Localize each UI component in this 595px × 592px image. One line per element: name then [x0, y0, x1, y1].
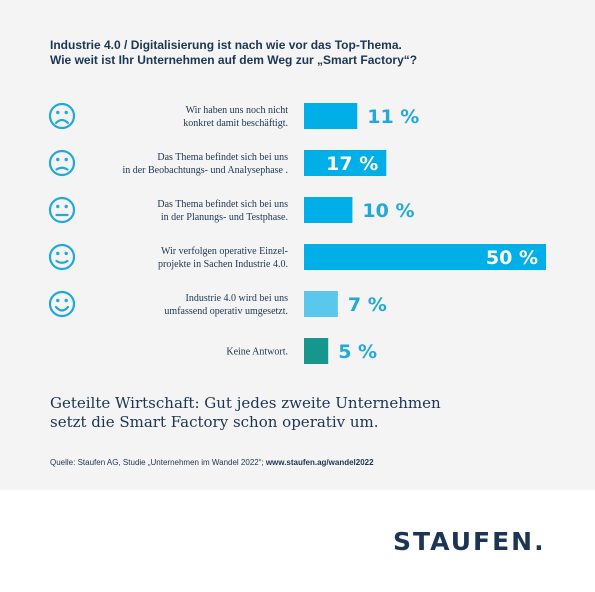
face-eye-right [64, 251, 68, 256]
face-outline [48, 149, 76, 177]
bar [304, 150, 387, 176]
category-label: Keine Antwort. [226, 347, 288, 358]
face-mouth [55, 259, 69, 264]
chart-row: Wir haben uns noch nicht konkret damit be… [48, 102, 419, 130]
face-mouth [55, 166, 69, 171]
frowning-face-icon [48, 149, 76, 177]
data-label: 7 % [348, 294, 387, 316]
happy-face-icon [48, 290, 76, 318]
category-label: Wir verfolgen operative Einzel- [161, 246, 288, 257]
summary-line-2: setzt die Smart Factory schon operativ u… [50, 413, 379, 431]
category-label: in der Planungs- und Testphase. [161, 212, 288, 223]
chart-title-line-1: Industrie 4.0 / Digitalisierung ist nach… [50, 38, 402, 52]
category-label: Wir haben uns noch nicht [186, 105, 289, 116]
data-label: 5 % [338, 341, 377, 363]
category-label: projekte in Sachen Industrie 4.0. [158, 259, 288, 270]
bar-chart: Wir haben uns noch nicht konkret damit be… [48, 102, 546, 364]
slight-smile-face-icon [48, 243, 76, 271]
category-label: umfassend operativ umgesetzt. [164, 306, 288, 317]
face-eye-left [56, 204, 60, 209]
chart-title: Industrie 4.0 / Digitalisierung ist nach… [50, 38, 417, 68]
data-label: 17 % [326, 153, 378, 175]
category-label: in der Beobachtungs- und Analysephase . [122, 165, 288, 176]
category-label: Industrie 4.0 wird bei uns [186, 293, 289, 304]
chart-row: Das Thema befindet sich bei uns in der Be… [48, 149, 387, 177]
face-eye-right [64, 204, 68, 209]
bar [304, 338, 329, 364]
chart-row: Industrie 4.0 wird bei uns umfassend oper… [48, 290, 387, 318]
chart-row: Das Thema befindet sich bei uns in der Pl… [48, 196, 414, 224]
face-eye-right [64, 157, 68, 162]
sad-face-icon [48, 102, 76, 130]
category-label: konkret damit beschäftigt. [183, 118, 288, 129]
chart-row: Keine Antwort. 5 % [226, 338, 377, 364]
source-link[interactable]: www.staufen.ag/wandel2022 [265, 458, 374, 467]
face-mouth [54, 305, 70, 312]
source-prefix: Quelle: Staufen AG, Studie „Unternehmen … [50, 458, 266, 467]
data-label: 50 % [486, 247, 538, 269]
face-outline [48, 290, 76, 318]
bar [304, 197, 353, 223]
face-mouth [54, 118, 70, 125]
summary-line-1: Geteilte Wirtschaft: Gut jedes zweite Un… [50, 394, 441, 412]
face-outline [48, 196, 76, 224]
face-eye-left [56, 110, 60, 115]
bar [304, 291, 338, 317]
data-label: 10 % [362, 200, 414, 222]
summary-text: Geteilte Wirtschaft: Gut jedes zweite Un… [50, 394, 441, 432]
neutral-face-icon [48, 196, 76, 224]
bar [304, 103, 358, 129]
face-eye-left [56, 157, 60, 162]
chart-row: Wir verfolgen operative Einzel-projekte … [48, 243, 546, 271]
face-outline [48, 243, 76, 271]
staufen-logo: STAUFEN. [393, 527, 546, 556]
source-note: Quelle: Staufen AG, Studie „Unternehmen … [50, 458, 374, 467]
face-eye-left [56, 251, 60, 256]
face-eye-right [64, 110, 68, 115]
chart-title-line-2: Wie weit ist Ihr Unternehmen auf dem Weg… [50, 53, 418, 67]
data-label: 11 % [367, 106, 419, 128]
category-label: Das Thema befindet sich bei uns [157, 199, 288, 210]
face-eye-left [56, 298, 60, 303]
bar [304, 244, 546, 270]
category-label: Das Thema befindet sich bei uns [157, 152, 288, 163]
face-eye-right [64, 298, 68, 303]
face-outline [48, 102, 76, 130]
